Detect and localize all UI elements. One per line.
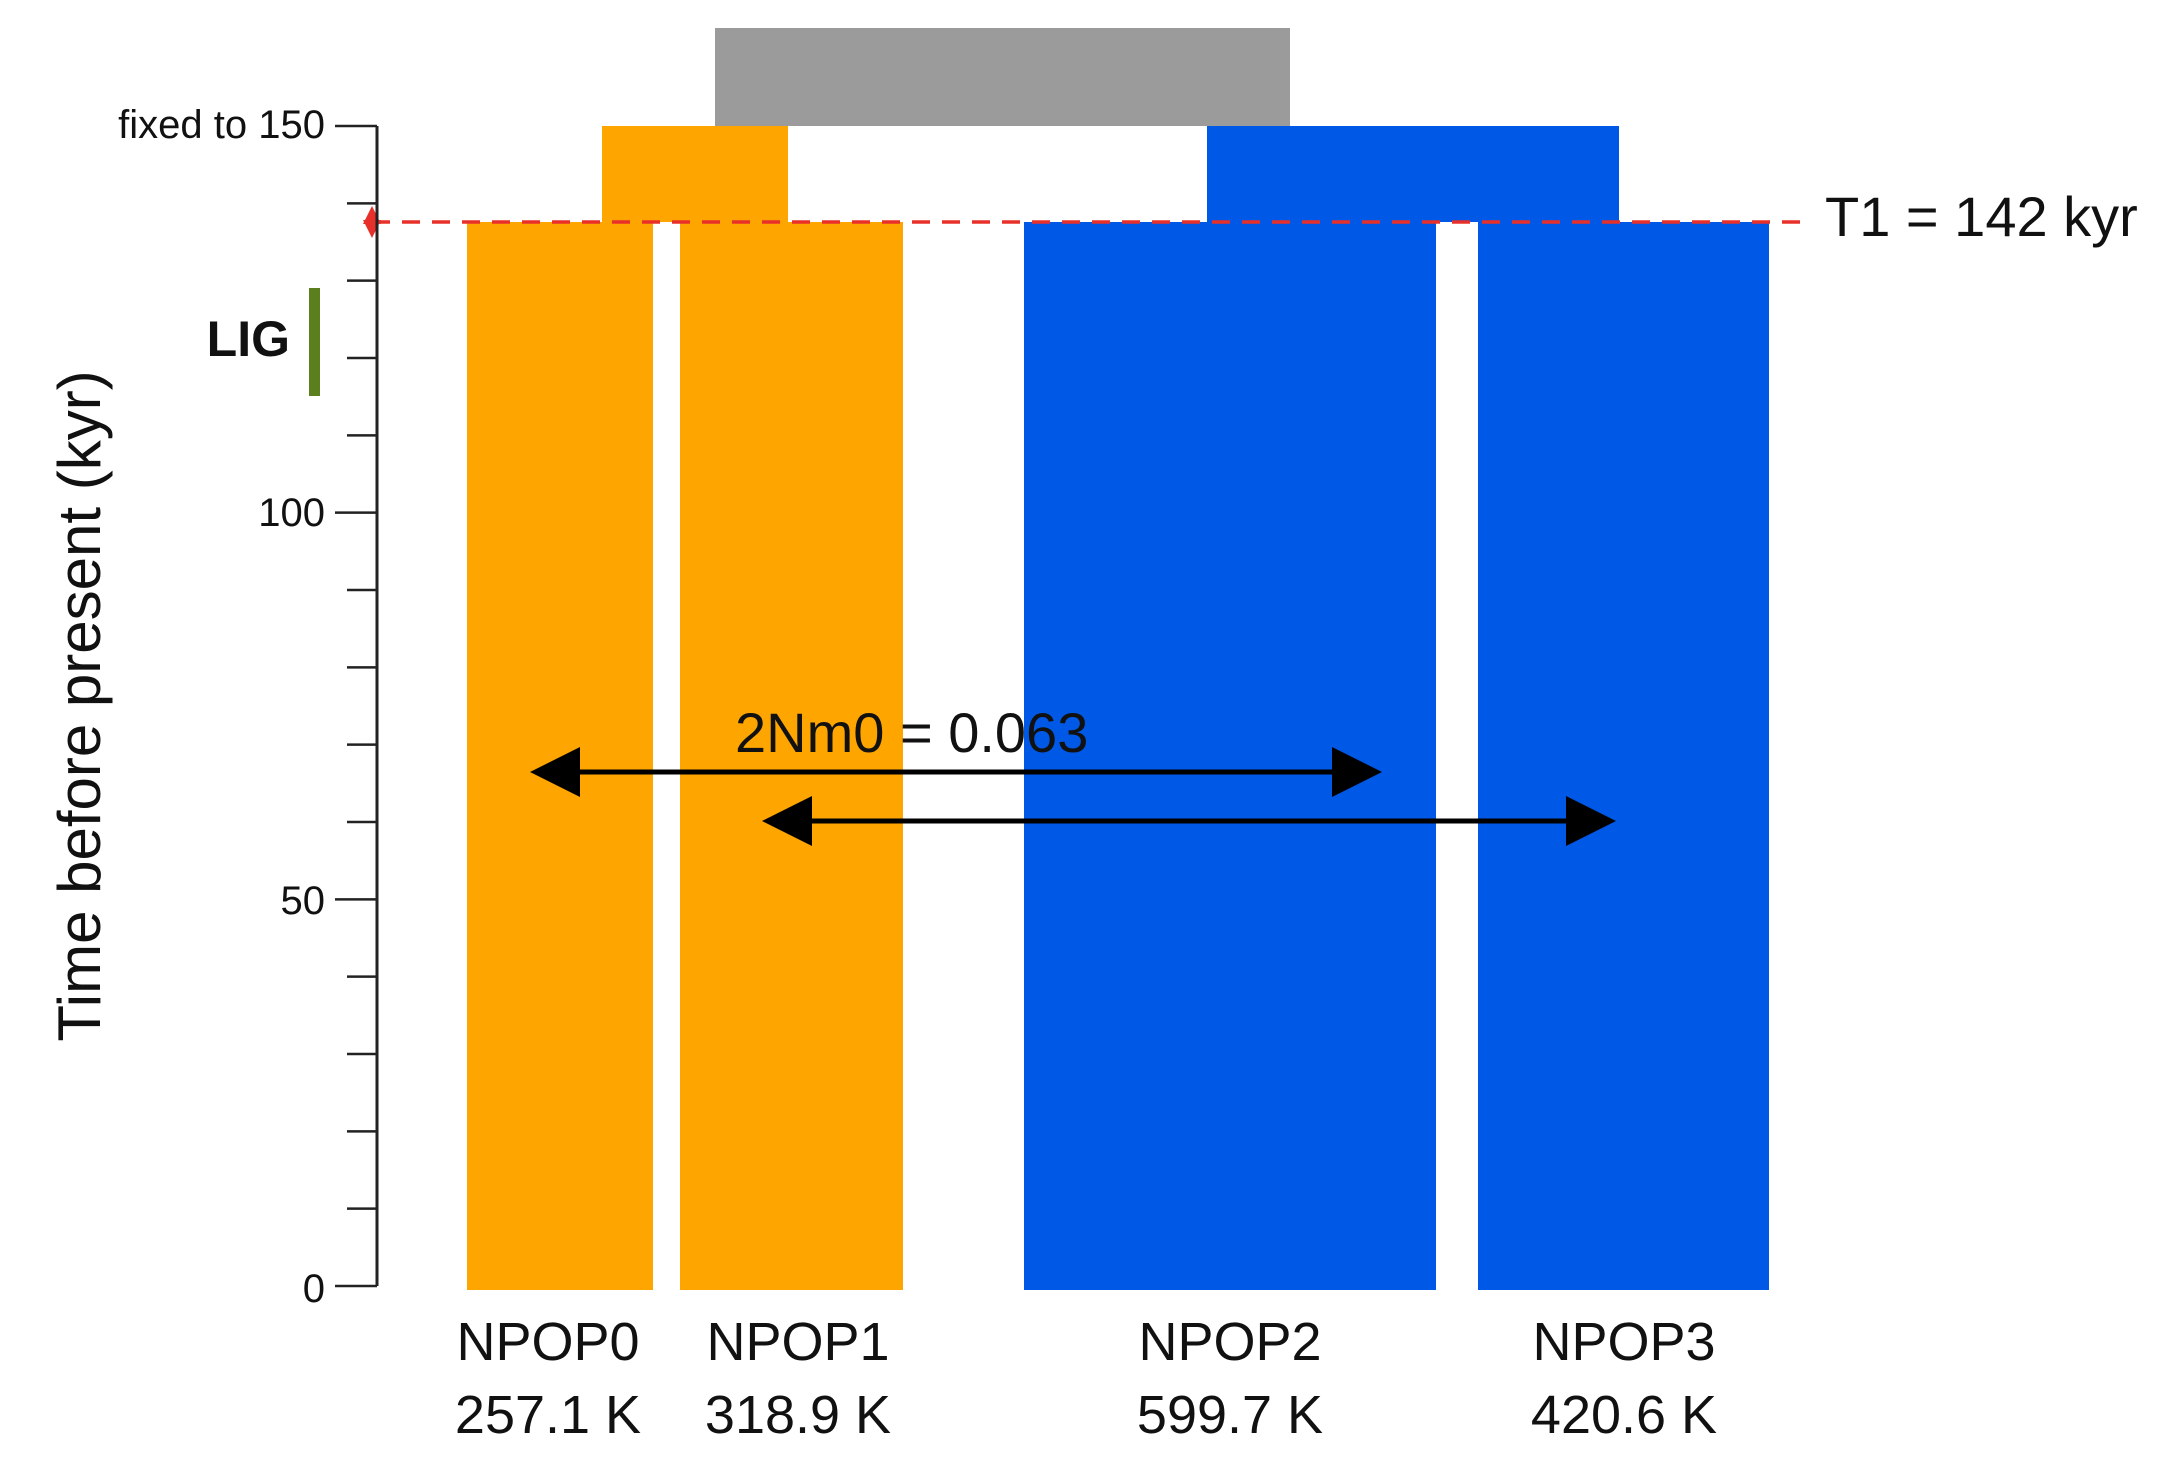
pop-size-npop3: 420.6 K	[1531, 1385, 1717, 1445]
pop-name-npop1: NPOP1	[706, 1312, 889, 1372]
pop-size-npop1: 318.9 K	[705, 1385, 891, 1445]
pop-size-npop2: 599.7 K	[1137, 1385, 1323, 1445]
y-axis-title: Time before present (kyr)	[46, 370, 113, 1041]
blue-ancestral-block	[1207, 126, 1619, 222]
lig-label: LIG	[207, 311, 290, 367]
tick-label-0: 0	[303, 1267, 325, 1311]
tick-label-100: 100	[258, 491, 325, 535]
pop-name-npop0: NPOP0	[456, 1312, 639, 1372]
pop-name-npop2: NPOP2	[1138, 1312, 1321, 1372]
population-bar-npop0	[467, 222, 653, 1290]
pop-name-npop3: NPOP3	[1532, 1312, 1715, 1372]
orange-ancestral-block	[602, 126, 788, 222]
population-bar-npop3	[1478, 222, 1769, 1290]
tick-label-150: fixed to 150	[118, 103, 325, 147]
tick-label-50: 50	[281, 879, 326, 923]
ancestral-population-block	[715, 28, 1290, 126]
lig-bar	[309, 288, 320, 396]
y-axis-ticks	[335, 124, 377, 1288]
split-time-label: T1 = 142 kyr	[1825, 185, 2138, 248]
pop-size-npop0: 257.1 K	[455, 1385, 641, 1445]
migration-rate-label: 2Nm0 = 0.063	[735, 701, 1088, 764]
